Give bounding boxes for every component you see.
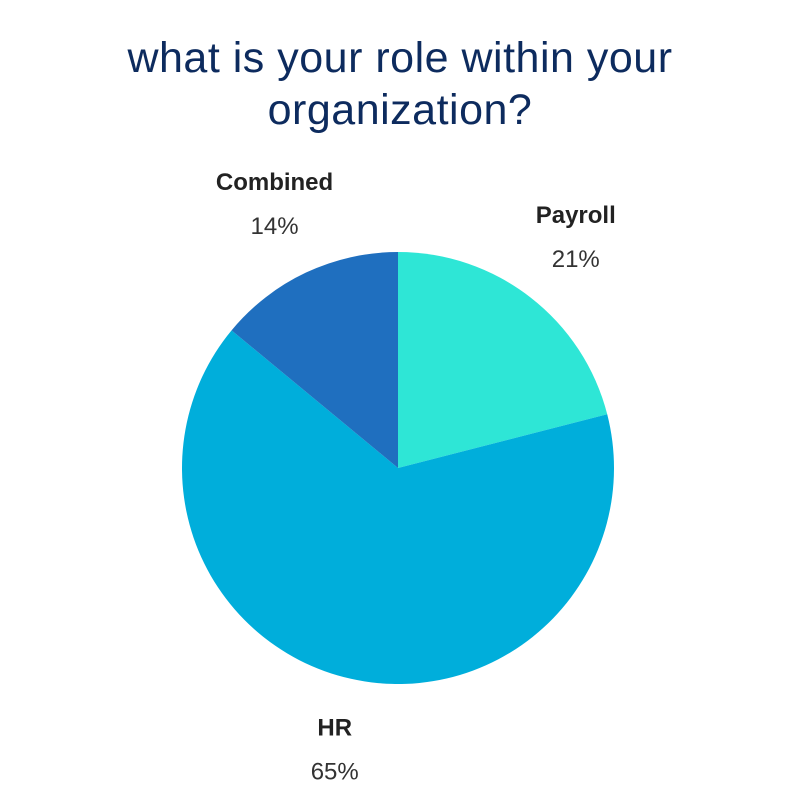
- slice-value-label: 14%: [251, 213, 299, 240]
- pie-slice: [398, 252, 608, 468]
- slice-category-label: Combined: [216, 169, 333, 196]
- chart-title: what is your role within your organizati…: [127, 34, 673, 134]
- pie-slice: [231, 252, 398, 468]
- slice-category-label: Payroll: [536, 202, 616, 229]
- pie-slice: [182, 330, 615, 684]
- slice-category-label: HR: [317, 714, 352, 741]
- slice-value-label: 21%: [552, 246, 600, 273]
- slice-value-label: 65%: [311, 758, 359, 785]
